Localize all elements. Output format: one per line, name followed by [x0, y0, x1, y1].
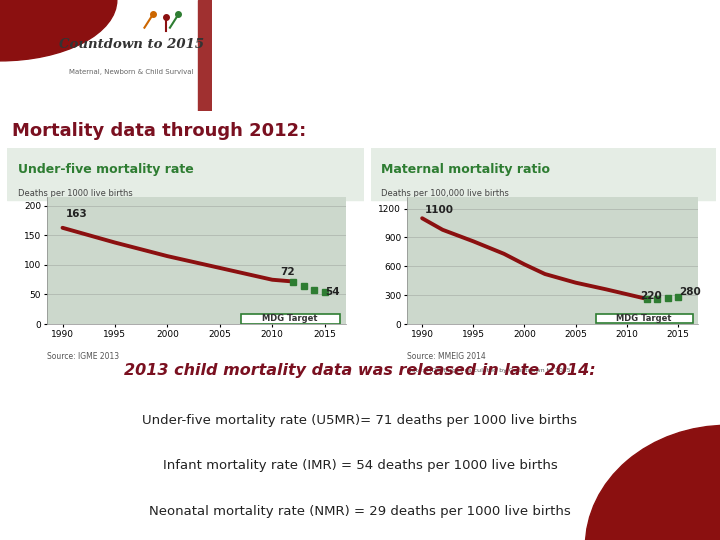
- Text: Deaths per 1000 live births: Deaths per 1000 live births: [18, 189, 132, 198]
- Wedge shape: [0, 0, 117, 61]
- Text: Mortality data through 2012:: Mortality data through 2012:: [12, 122, 306, 140]
- Text: Note: MDG target calculated by Countdown to 2015.: Note: MDG target calculated by Countdown…: [407, 368, 572, 374]
- Text: Infant mortality rate (IMR) = 54 deaths per 1000 live births: Infant mortality rate (IMR) = 54 deaths …: [163, 459, 557, 472]
- Text: Countdown to 2015: Countdown to 2015: [59, 38, 204, 51]
- FancyBboxPatch shape: [240, 314, 341, 323]
- Text: Neonatal mortality rate (NMR) = 29 deaths per 1000 live births: Neonatal mortality rate (NMR) = 29 death…: [149, 504, 571, 517]
- Wedge shape: [585, 426, 720, 540]
- Text: Source: MMEIG 2014: Source: MMEIG 2014: [407, 352, 485, 361]
- Text: Under-five mortality rate: Under-five mortality rate: [18, 163, 194, 176]
- Bar: [7, 148, 364, 200]
- Text: 72: 72: [281, 267, 295, 277]
- Text: 163: 163: [66, 209, 87, 219]
- Text: 54: 54: [325, 287, 341, 297]
- Text: 2013 child mortality data was released in late 2014:: 2013 child mortality data was released i…: [124, 363, 596, 378]
- FancyBboxPatch shape: [596, 314, 693, 323]
- Text: 280: 280: [679, 287, 701, 297]
- Text: Deaths per 100,000 live births: Deaths per 100,000 live births: [381, 189, 509, 198]
- Text: Under-five mortality rate (U5MR)= 71 deaths per 1000 live births: Under-five mortality rate (U5MR)= 71 dea…: [143, 414, 577, 427]
- Text: Source: IGME 2013: Source: IGME 2013: [47, 352, 119, 361]
- Bar: [197, 0, 212, 111]
- Text: MDGs 4 & 5: MDGs 4 & 5: [389, 75, 544, 98]
- Text: Maternal, Newborn & Child Survival: Maternal, Newborn & Child Survival: [69, 69, 194, 75]
- Text: MDG Target: MDG Target: [616, 314, 672, 323]
- Bar: [371, 148, 716, 200]
- Text: National progress towards: National progress towards: [289, 32, 643, 56]
- Text: MDG Target: MDG Target: [262, 314, 318, 323]
- Text: 220: 220: [640, 291, 662, 301]
- Text: 1100: 1100: [426, 205, 454, 215]
- Text: Maternal mortality ratio: Maternal mortality ratio: [381, 163, 550, 176]
